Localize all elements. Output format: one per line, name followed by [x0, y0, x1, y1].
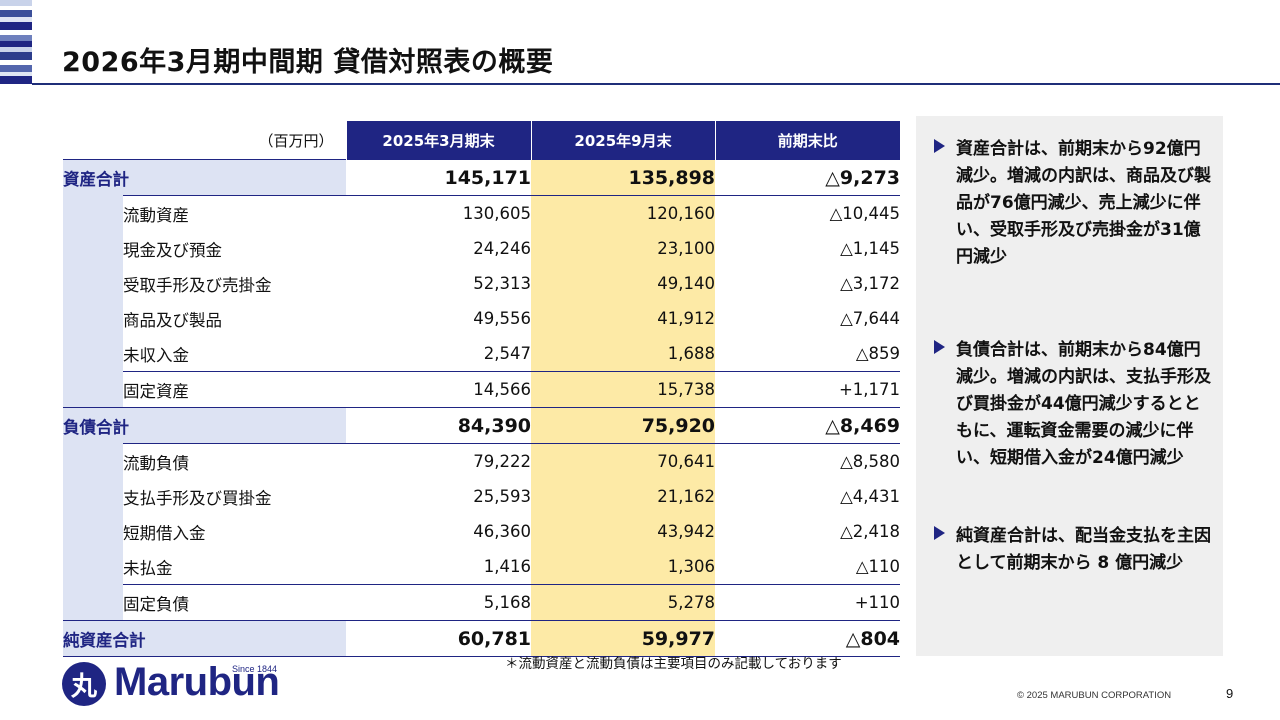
value-current: 43,942: [531, 514, 716, 549]
value-diff: +110: [715, 584, 901, 621]
value-prev: 52,313: [473, 274, 532, 293]
row-label: 資産合計: [63, 159, 347, 196]
commentary-item: 純資産合計は、配当金支払を主因として前期末から 8 億円減少: [934, 523, 1216, 577]
col-header-diff: 前期末比: [714, 121, 901, 160]
row-label: 流動負債: [123, 443, 347, 479]
value-prev: 46,360: [473, 522, 532, 541]
table-row: 流動資産 130,605 120,160 △10,445: [63, 195, 901, 408]
value-prev: 49,556: [473, 309, 532, 328]
value-diff: △10,445: [715, 195, 901, 231]
value-current: 120,160: [531, 195, 716, 231]
row-label: 受取手形及び売掛金: [123, 275, 272, 295]
row-label: 短期借入金: [123, 523, 206, 543]
row-label: 純資産合計: [63, 620, 347, 657]
table-row-total-assets: 資産合計 145,171 135,898 △9,273: [63, 159, 901, 196]
value-current: 75,920: [531, 407, 716, 444]
row-label: 流動資産: [123, 195, 347, 231]
value-prev: 1,416: [483, 557, 532, 576]
value-diff: △8,580: [715, 443, 901, 479]
commentary-item: 負債合計は、前期末から84億円減少。増減の内訳は、支払手形及び買掛金が44億円減…: [934, 337, 1216, 472]
table-row: 受取手形及び売掛金 52,313 49,140 △3,172: [63, 266, 900, 301]
table-row-total-liabilities: 負債合計 84,390 75,920 △8,469: [63, 407, 901, 444]
triangle-bullet-icon: [934, 340, 945, 354]
table-row: 商品及び製品 49,556 41,912 △7,644: [63, 301, 900, 336]
col-header-prev: 2025年3月期末: [345, 121, 532, 160]
balance-sheet-table: （百万円） 2025年3月期末 2025年9月末 前期末比 資産合計 145,1…: [63, 121, 901, 657]
value-diff: △4,431: [840, 487, 901, 506]
table-row-total-net-assets: 純資産合計 60,781 59,977 △804: [63, 620, 901, 657]
table-footnote: ＊流動資産と流動負債は主要項目のみ記載しております: [505, 656, 842, 672]
table-row: 現金及び預金 24,246 23,100 △1,145: [63, 231, 900, 266]
value-prev: 25,593: [473, 487, 532, 506]
value-prev: 84,390: [346, 407, 532, 444]
row-label: 商品及び製品: [123, 310, 222, 330]
page-number: 9: [1226, 686, 1234, 701]
value-diff: △2,418: [840, 522, 901, 541]
value-diff: △8,469: [715, 407, 901, 444]
value-diff: △1,145: [840, 239, 901, 258]
value-current: 41,912: [531, 301, 716, 336]
row-label: 未払金: [123, 558, 173, 578]
value-diff: △9,273: [715, 159, 901, 196]
table-header-row: （百万円） 2025年3月期末 2025年9月末 前期末比: [63, 121, 901, 160]
triangle-bullet-icon: [934, 526, 945, 540]
row-label: 負債合計: [63, 407, 347, 444]
row-label: 固定負債: [123, 584, 347, 621]
value-prev: 60,781: [346, 620, 532, 657]
logo-wordmark: Marubun: [114, 660, 280, 704]
table-row: 固定負債 5,168 5,278 +110: [63, 584, 901, 621]
commentary-text: 負債合計は、前期末から84億円減少。増減の内訳は、支払手形及び買掛金が44億円減…: [956, 340, 1211, 468]
value-diff: △110: [855, 557, 901, 576]
value-current: 5,278: [531, 584, 716, 621]
copyright-notice: © 2025 MARUBUN CORPORATION: [1017, 690, 1172, 701]
value-current: 135,898: [531, 159, 716, 196]
value-current: 70,641: [531, 443, 716, 479]
value-prev: 2,547: [483, 344, 532, 363]
row-label: 固定資産: [123, 371, 347, 408]
marubun-logo: 丸 Marubun Since 1844: [62, 660, 292, 708]
value-current: 23,100: [531, 231, 716, 266]
table-row: 固定資産 14,566 15,738 +1,171: [63, 371, 901, 408]
row-label: 現金及び預金: [123, 240, 222, 260]
commentary-item: 資産合計は、前期末から92億円減少。増減の内訳は、商品及び製品が76億円減少、売…: [934, 136, 1216, 271]
table-row: 流動負債 79,222 70,641 △8,580: [63, 443, 901, 621]
commentary-panel: 資産合計は、前期末から92億円減少。増減の内訳は、商品及び製品が76億円減少、売…: [916, 116, 1223, 656]
section-band: [63, 195, 123, 408]
value-current: 15,738: [531, 371, 716, 408]
col-header-current: 2025年9月末: [530, 121, 716, 160]
row-label: 未収入金: [123, 345, 189, 365]
value-diff: +1,171: [715, 371, 901, 408]
value-current: 1,688: [531, 336, 716, 372]
value-current: 21,162: [531, 479, 716, 514]
value-diff: △859: [855, 344, 901, 363]
value-diff: △804: [715, 620, 901, 657]
logo-mark-icon: 丸: [62, 662, 106, 706]
value-current: 1,306: [531, 549, 716, 585]
value-prev: 130,605: [346, 195, 532, 231]
logo-since: Since 1844: [232, 664, 278, 674]
table-row: 支払手形及び買掛金 25,593 21,162 △4,431: [63, 479, 900, 514]
section-band: [63, 443, 123, 621]
value-prev: 5,168: [346, 584, 532, 621]
commentary-text: 純資産合計は、配当金支払を主因として前期末から 8 億円減少: [956, 526, 1211, 573]
page-title: 2026年3月期中間期 貸借対照表の概要: [62, 47, 554, 78]
commentary-text: 資産合計は、前期末から92億円減少。増減の内訳は、商品及び製品が76億円減少、売…: [956, 139, 1211, 267]
table-row: 短期借入金 46,360 43,942 △2,418: [63, 514, 900, 549]
table-row: 未収入金 2,547 1,688 △859: [63, 336, 900, 372]
header-stripes: [0, 0, 32, 84]
triangle-bullet-icon: [934, 139, 945, 153]
value-diff: △7,644: [840, 309, 901, 328]
title-divider: [32, 83, 1280, 85]
value-diff: △3,172: [840, 274, 901, 293]
value-current: 59,977: [531, 620, 716, 657]
row-label: 支払手形及び買掛金: [123, 488, 272, 508]
value-current: 49,140: [531, 266, 716, 301]
value-prev: 24,246: [473, 239, 532, 258]
table-row: 未払金 1,416 1,306 △110: [63, 549, 900, 585]
value-prev: 145,171: [346, 159, 532, 196]
unit-label: （百万円）: [63, 121, 347, 160]
value-prev: 79,222: [346, 443, 532, 479]
value-prev: 14,566: [346, 371, 532, 408]
